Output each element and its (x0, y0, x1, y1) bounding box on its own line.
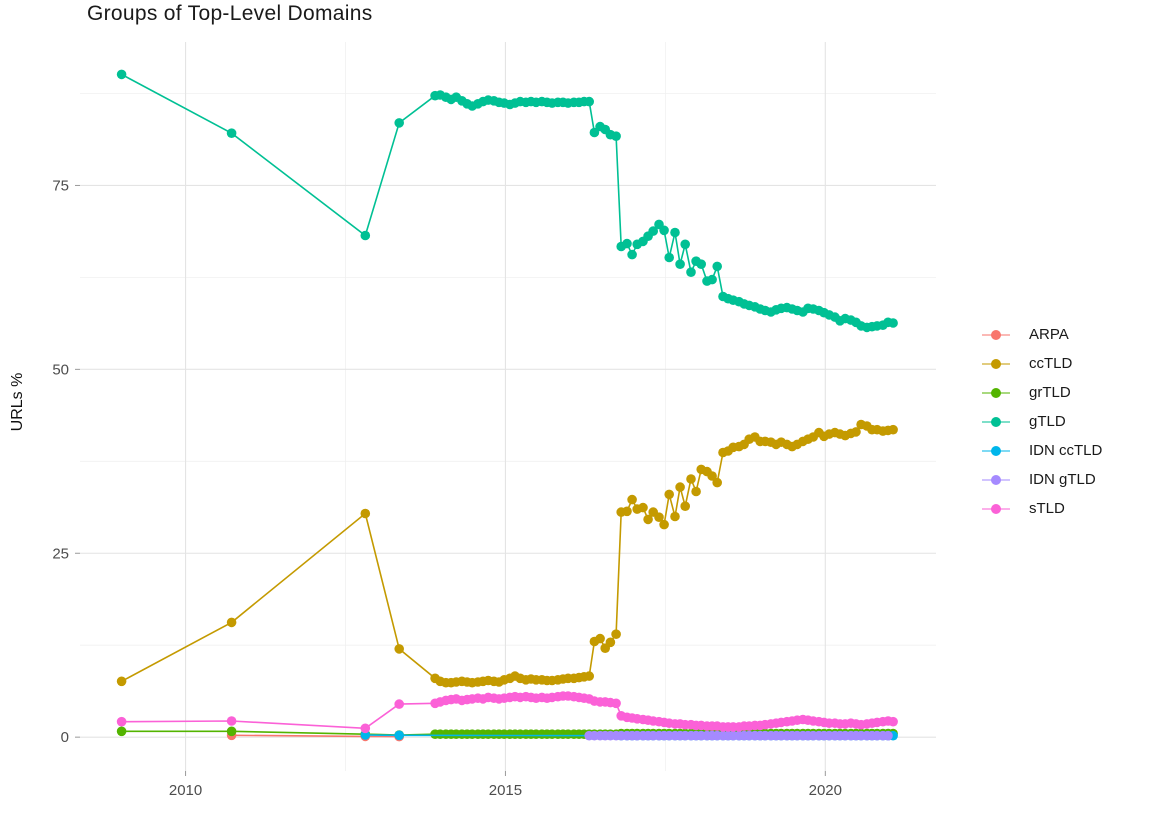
series-line (121, 73, 894, 329)
data-point (883, 730, 893, 741)
y-tick-label: 25 (52, 545, 69, 562)
legend-item-cctld: ccTLD (981, 349, 1102, 378)
data-point (116, 69, 127, 80)
data-point (670, 511, 680, 522)
legend-item-grtld: grTLD (981, 378, 1102, 407)
data-point (622, 506, 632, 517)
data-point (707, 274, 717, 285)
data-point (654, 512, 664, 522)
data-point (605, 637, 616, 648)
legend-label: ARPA (1029, 326, 1069, 343)
legend-item-idn-cctld: IDN ccTLD (981, 436, 1102, 465)
data-point (670, 227, 680, 238)
data-point (611, 698, 621, 709)
gridlines (80, 42, 936, 771)
legend-label: ccTLD (1029, 355, 1073, 372)
x-tick-label: 2015 (489, 782, 522, 799)
data-point (675, 482, 685, 492)
data-point (888, 318, 898, 328)
data-point (611, 131, 621, 141)
data-point (394, 118, 405, 128)
series-stld (116, 691, 898, 734)
axes: 2010 2015 2020 0 25 50 75 (52, 177, 842, 799)
legend-item-gtld: gTLD (981, 407, 1102, 436)
series-idn-gtld (584, 730, 893, 741)
series-cctld (116, 419, 898, 688)
data-point (691, 486, 701, 497)
data-point (226, 128, 237, 138)
data-point (659, 519, 669, 530)
data-point (360, 230, 371, 241)
data-point (851, 427, 861, 437)
legend-label: grTLD (1029, 384, 1071, 401)
data-point (696, 259, 706, 270)
data-point (680, 239, 690, 250)
data-point (116, 676, 127, 687)
data-point (675, 259, 685, 270)
legend: ARPA ccTLD grTLD gTLD IDN ccTLD IDN gTLD sTLD (981, 320, 1102, 523)
legend-label: IDN gTLD (1029, 471, 1096, 488)
x-tick-label: 2020 (809, 782, 842, 799)
legend-key-icon (982, 445, 1010, 456)
data-point (584, 96, 594, 107)
legend-label: gTLD (1029, 413, 1066, 430)
data-point (394, 644, 405, 654)
data-point (686, 267, 696, 278)
data-point (664, 489, 674, 500)
y-tick-label: 50 (52, 361, 69, 378)
data-point (888, 716, 898, 727)
data-point (116, 726, 127, 737)
x-tick-label: 2010 (169, 782, 202, 799)
data-point (712, 261, 722, 272)
data-point (643, 514, 653, 525)
legend-label: IDN ccTLD (1029, 442, 1103, 459)
data-point (584, 671, 594, 681)
chart-title: Groups of Top-Level Domains (87, 2, 373, 25)
data-point (226, 726, 237, 737)
legend-item-idn-gtld: IDN gTLD (981, 465, 1102, 494)
series-gtld (116, 69, 898, 333)
legend-key-icon (982, 329, 1010, 340)
data-point (226, 617, 237, 628)
legend-key-icon (982, 387, 1010, 398)
legend-key-icon (982, 474, 1010, 485)
data-point (622, 238, 632, 249)
data-point (611, 629, 621, 639)
y-tick-label: 0 (61, 729, 69, 746)
data-point (360, 723, 371, 734)
data-point (360, 730, 371, 740)
data-point (680, 501, 690, 512)
data-point (627, 494, 637, 505)
data-point (116, 716, 127, 727)
data-point (712, 477, 722, 488)
data-point (686, 474, 696, 484)
data-point (888, 424, 898, 435)
data-point (226, 716, 237, 726)
legend-label: sTLD (1029, 500, 1065, 517)
data-point (394, 730, 405, 741)
legend-item-stld: sTLD (981, 494, 1102, 523)
y-tick-label: 75 (52, 177, 69, 194)
data-point (648, 226, 658, 236)
data-point (360, 508, 371, 519)
data-point (659, 225, 669, 236)
data-point (627, 249, 637, 260)
data-point (589, 127, 600, 138)
data-point (394, 699, 405, 709)
legend-key-icon (982, 358, 1010, 369)
data-point (664, 252, 674, 263)
data-point (707, 471, 717, 481)
legend-key-icon (982, 503, 1010, 514)
legend-key-icon (982, 416, 1010, 427)
data-point (638, 502, 648, 513)
legend-item-arpa: ARPA (981, 320, 1102, 349)
data-point (595, 633, 605, 644)
